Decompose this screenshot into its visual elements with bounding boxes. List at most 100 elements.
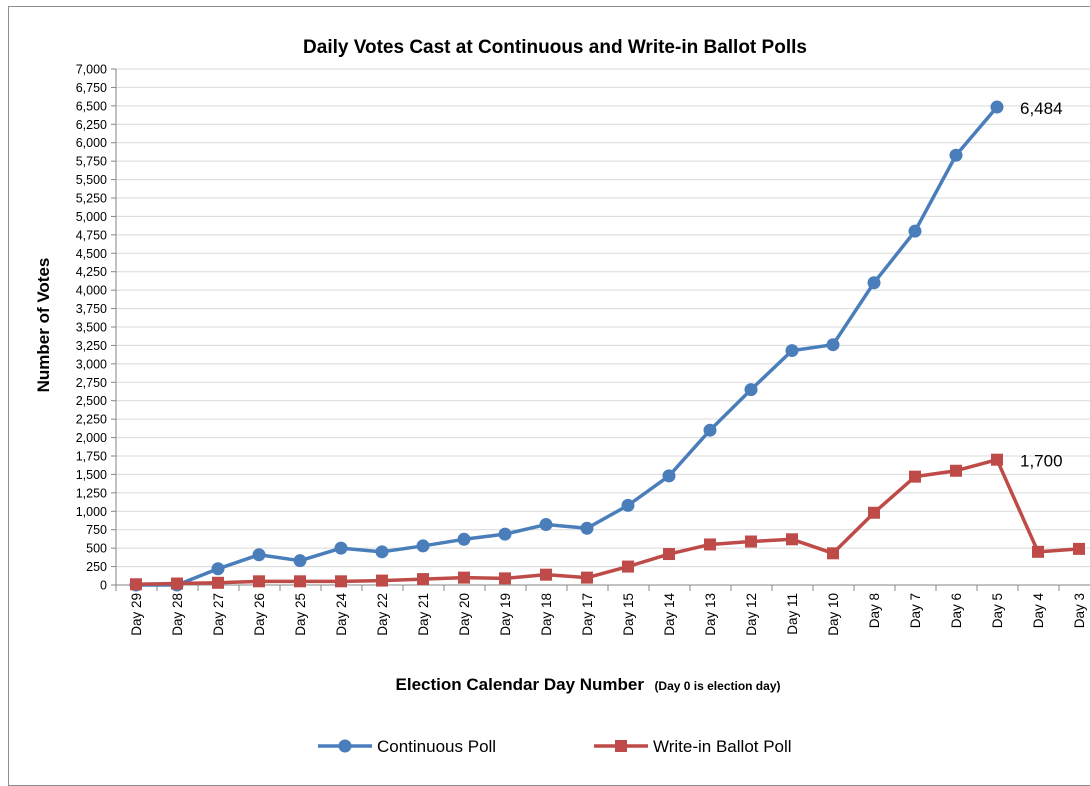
data-point [499, 572, 511, 585]
y-tick-label: 5,750 [76, 155, 107, 169]
grid-lines [116, 68, 1090, 586]
y-tick-label: 2,000 [76, 431, 107, 445]
data-point [868, 506, 880, 519]
y-tick-label: 7,000 [76, 63, 107, 77]
data-point [745, 535, 757, 548]
y-tick-label: 6,250 [76, 118, 107, 132]
data-point [826, 338, 840, 352]
data-point [171, 577, 183, 590]
data-point [334, 541, 348, 555]
data-point [498, 527, 512, 541]
x-tick-label: Day 25 [293, 593, 308, 636]
data-label: 6,484 [1020, 99, 1063, 118]
x-tick-label: Day 6 [949, 593, 964, 628]
x-axis: Day 29 Day 28 Day 27 Day 26 Day 25 Day 24 Day … [115, 584, 1090, 636]
x-tick-label: Day 7 [908, 593, 923, 628]
data-point [991, 453, 1003, 466]
x-tick-label: Day 15 [621, 593, 636, 636]
x-tick-label: Day 28 [170, 593, 185, 636]
y-tick-label: 5,500 [76, 173, 107, 187]
data-point [293, 554, 307, 568]
data-label: 1,700 [1020, 452, 1063, 471]
x-axis-title-group: Election Calendar Day Number (Day 0 is e… [396, 675, 781, 694]
data-point [908, 224, 922, 238]
x-axis-note: (Day 0 is election day) [654, 679, 780, 693]
x-tick-label: Day 4 [1031, 593, 1046, 629]
y-tick-label: 4,000 [76, 284, 107, 298]
series-write-in-ballot-poll [130, 453, 1085, 591]
y-tick-label: 3,750 [76, 302, 107, 316]
legend-label-write-in: Write-in Ballot Poll [653, 737, 792, 756]
x-tick-label: Day 17 [580, 593, 595, 636]
y-tick-label: 4,750 [76, 228, 107, 242]
x-tick-label: Day 8 [867, 593, 882, 628]
series-continuous-poll [129, 100, 1004, 592]
y-axis-title: Number of Votes [34, 258, 53, 393]
data-point [744, 383, 758, 397]
y-axis: 0 250 500 750 1,000 1,250 1,500 1,750 2,000 2,250… [76, 63, 117, 593]
x-tick-label: Day 27 [211, 593, 226, 636]
x-tick-label: Day 13 [703, 593, 718, 636]
x-tick-label: Day 26 [252, 593, 267, 636]
data-point [457, 532, 471, 546]
data-point [539, 518, 553, 532]
y-tick-label: 4,500 [76, 247, 107, 261]
y-tick-label: 6,750 [76, 81, 107, 95]
data-point [662, 469, 676, 483]
legend-label-continuous: Continuous Poll [377, 737, 496, 756]
data-point [621, 498, 635, 512]
data-point [785, 344, 799, 358]
series-line [136, 105, 999, 587]
x-tick-label: Day 18 [539, 593, 554, 636]
y-tick-label: 3,250 [76, 339, 107, 353]
y-tick-label: 6,000 [76, 136, 107, 150]
y-tick-label: 3,500 [76, 321, 107, 335]
y-tick-label: 0 [100, 579, 107, 593]
data-point [909, 470, 921, 483]
y-tick-label: 250 [86, 560, 107, 574]
y-tick-label: 1,250 [76, 486, 107, 500]
x-tick-label: Day 20 [457, 593, 472, 636]
data-point [458, 571, 470, 584]
data-point [1073, 542, 1085, 555]
x-tick-label: Day 11 [785, 593, 800, 635]
data-point [375, 545, 389, 559]
x-tick-label: Day 10 [826, 593, 841, 636]
line-chart: Daily Votes Cast at Continuous and Write… [34, 37, 1090, 756]
data-point [252, 548, 266, 562]
y-tick-label: 1,750 [76, 450, 107, 464]
y-tick-label: 5,250 [76, 192, 107, 206]
y-tick-label: 2,500 [76, 394, 107, 408]
x-tick-label: Day 3 [1072, 593, 1087, 628]
data-point [990, 100, 1004, 114]
x-tick-label: Day 14 [662, 593, 677, 636]
series-layer [129, 100, 1085, 592]
x-tick-label: Day 29 [129, 593, 144, 636]
data-point [416, 539, 430, 553]
data-point [580, 521, 594, 535]
data-point [867, 276, 881, 290]
data-point [540, 568, 552, 581]
y-tick-label: 500 [86, 542, 107, 556]
x-tick-label: Day 5 [990, 593, 1005, 628]
data-point [376, 574, 388, 587]
y-tick-label: 2,750 [76, 376, 107, 390]
legend-marker-write-in [615, 740, 627, 752]
x-axis-title: Election Calendar Day Number [396, 675, 645, 694]
y-tick-label: 1,000 [76, 505, 107, 519]
data-point [211, 562, 225, 576]
y-tick-label: 3,000 [76, 357, 107, 371]
y-tick-label: 2,250 [76, 413, 107, 427]
data-point [581, 571, 593, 584]
legend: Continuous Poll Write-in Ballot Poll [318, 737, 792, 756]
x-tick-label: Day 24 [334, 593, 349, 636]
data-point [704, 538, 716, 551]
data-point [253, 575, 265, 588]
data-point [949, 148, 963, 162]
x-tick-label: Day 21 [416, 593, 431, 636]
data-point [212, 576, 224, 589]
data-point [827, 547, 839, 560]
legend-marker-continuous [338, 739, 352, 753]
data-point [1032, 545, 1044, 558]
x-tick-label: Day 22 [375, 593, 390, 636]
